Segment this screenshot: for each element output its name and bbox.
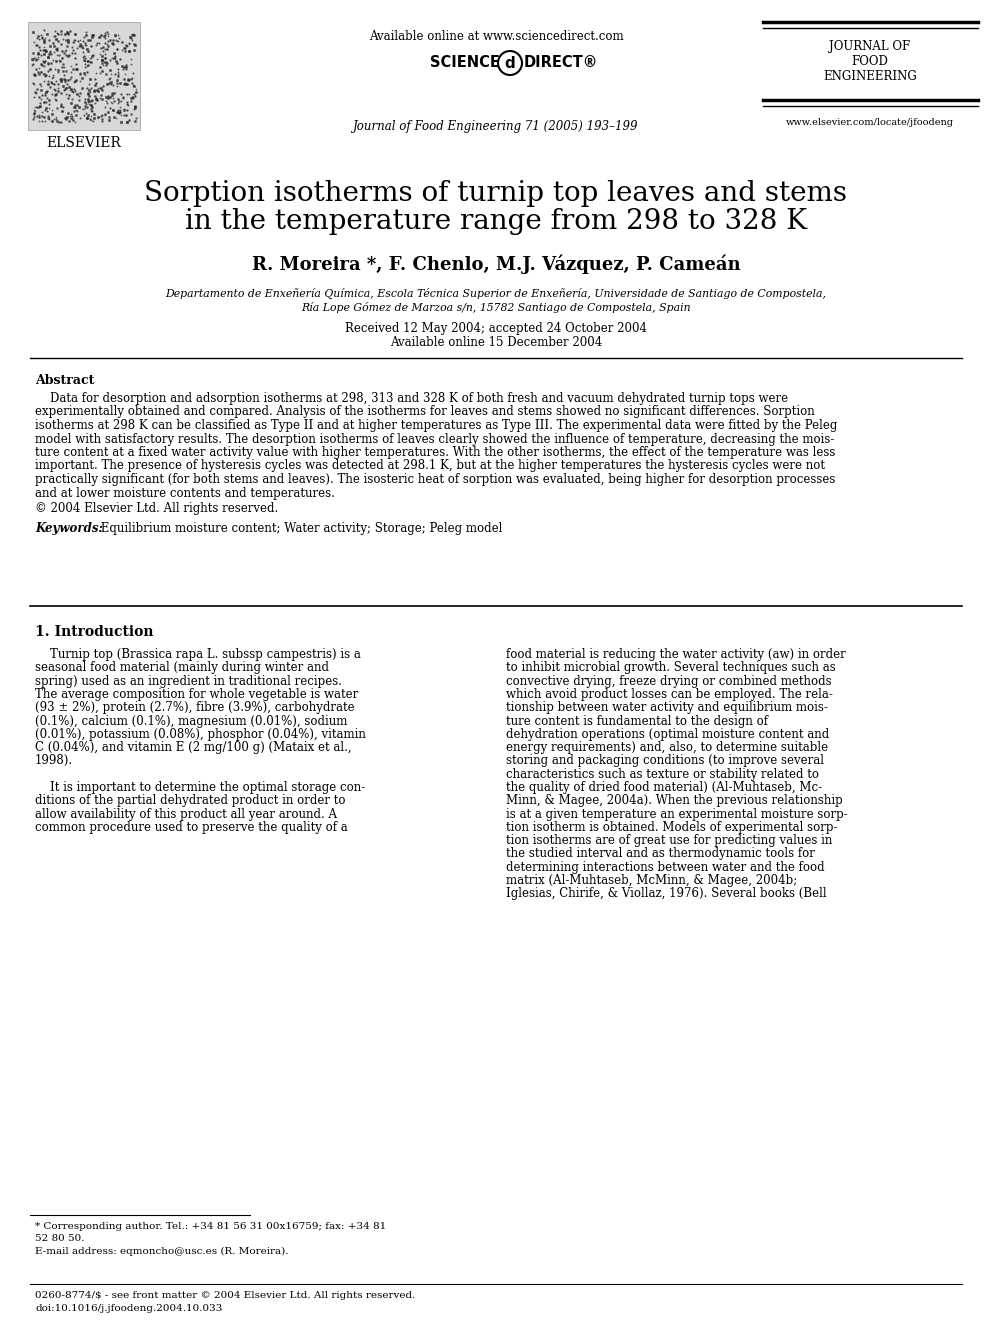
Text: important. The presence of hysteresis cycles was detected at 298.1 K, but at the: important. The presence of hysteresis cy… — [35, 459, 825, 472]
Text: C (0.04%), and vitamin E (2 mg/100 g) (Mataix et al.,: C (0.04%), and vitamin E (2 mg/100 g) (M… — [35, 741, 351, 754]
Text: matrix (Al-Muhtaseb, McMinn, & Magee, 2004b;: matrix (Al-Muhtaseb, McMinn, & Magee, 20… — [506, 875, 798, 888]
Text: Turnip top (Brassica rapa L. subssp campestris) is a: Turnip top (Brassica rapa L. subssp camp… — [35, 648, 361, 662]
Text: in the temperature range from 298 to 328 K: in the temperature range from 298 to 328… — [185, 208, 807, 235]
Text: (0.1%), calcium (0.1%), magnesium (0.01%), sodium: (0.1%), calcium (0.1%), magnesium (0.01%… — [35, 714, 347, 728]
Text: www.elsevier.com/locate/jfoodeng: www.elsevier.com/locate/jfoodeng — [786, 118, 954, 127]
Text: Data for desorption and adsorption isotherms at 298, 313 and 328 K of both fresh: Data for desorption and adsorption isoth… — [35, 392, 788, 405]
Text: Sorption isotherms of turnip top leaves and stems: Sorption isotherms of turnip top leaves … — [145, 180, 847, 206]
Text: ditions of the partial dehydrated product in order to: ditions of the partial dehydrated produc… — [35, 794, 345, 807]
Text: and at lower moisture contents and temperatures.: and at lower moisture contents and tempe… — [35, 487, 335, 500]
Text: E-mail address: eqmoncho@usc.es (R. Moreira).: E-mail address: eqmoncho@usc.es (R. More… — [35, 1248, 289, 1256]
Text: energy requirements) and, also, to determine suitable: energy requirements) and, also, to deter… — [506, 741, 828, 754]
Text: FOOD: FOOD — [851, 56, 889, 67]
Text: storing and packaging conditions (to improve several: storing and packaging conditions (to imp… — [506, 754, 824, 767]
Text: 0260-8774/$ - see front matter © 2004 Elsevier Ltd. All rights reserved.: 0260-8774/$ - see front matter © 2004 El… — [35, 1291, 416, 1301]
Text: Journal of Food Engineering 71 (2005) 193–199: Journal of Food Engineering 71 (2005) 19… — [353, 120, 639, 134]
Text: tion isotherm is obtained. Models of experimental sorp-: tion isotherm is obtained. Models of exp… — [506, 820, 837, 833]
Text: The average composition for whole vegetable is water: The average composition for whole vegeta… — [35, 688, 358, 701]
Text: (93 ± 2%), protein (2.7%), fibre (3.9%), carbohydrate: (93 ± 2%), protein (2.7%), fibre (3.9%),… — [35, 701, 354, 714]
Text: isotherms at 298 K can be classified as Type II and at higher temperatures as Ty: isotherms at 298 K can be classified as … — [35, 419, 837, 433]
Text: determining interactions between water and the food: determining interactions between water a… — [506, 861, 824, 873]
Text: which avoid product losses can be employed. The rela-: which avoid product losses can be employ… — [506, 688, 833, 701]
Text: It is important to determine the optimal storage con-: It is important to determine the optimal… — [35, 781, 365, 794]
Text: Departamento de Enxeñería Química, Escola Técnica Superior de Enxeñería, Univers: Departamento de Enxeñería Química, Escol… — [166, 288, 826, 299]
Text: ture content at a fixed water activity value with higher temperatures. With the : ture content at a fixed water activity v… — [35, 446, 835, 459]
Text: ENGINEERING: ENGINEERING — [823, 70, 917, 83]
Text: * Corresponding author. Tel.: +34 81 56 31 00x16759; fax: +34 81: * Corresponding author. Tel.: +34 81 56 … — [35, 1222, 386, 1230]
Text: is at a given temperature an experimental moisture sorp-: is at a given temperature an experimenta… — [506, 807, 848, 820]
Text: Minn, & Magee, 2004a). When the previous relationship: Minn, & Magee, 2004a). When the previous… — [506, 794, 843, 807]
Text: experimentally obtained and compared. Analysis of the isotherms for leaves and s: experimentally obtained and compared. An… — [35, 406, 814, 418]
Text: JOURNAL OF: JOURNAL OF — [829, 40, 911, 53]
Text: to inhibit microbial growth. Several techniques such as: to inhibit microbial growth. Several tec… — [506, 662, 835, 675]
Text: dehydration operations (optimal moisture content and: dehydration operations (optimal moisture… — [506, 728, 829, 741]
Text: Available online at www.sciencedirect.com: Available online at www.sciencedirect.co… — [369, 30, 623, 44]
Text: allow availability of this product all year around. A: allow availability of this product all y… — [35, 807, 337, 820]
Text: tionship between water activity and equilibrium mois-: tionship between water activity and equi… — [506, 701, 828, 714]
Text: ture content is fundamental to the design of: ture content is fundamental to the desig… — [506, 714, 768, 728]
Text: practically significant (for both stems and leaves). The isosteric heat of sorpt: practically significant (for both stems … — [35, 474, 835, 486]
Text: SCIENCE: SCIENCE — [430, 56, 500, 70]
Text: 1. Introduction: 1. Introduction — [35, 624, 154, 639]
Text: DIRECT®: DIRECT® — [524, 56, 598, 70]
Text: 1998).: 1998). — [35, 754, 73, 767]
Text: the quality of dried food material) (Al-Muhtaseb, Mc-: the quality of dried food material) (Al-… — [506, 781, 822, 794]
Text: R. Moreira *, F. Chenlo, M.J. Vázquez, P. Cameán: R. Moreira *, F. Chenlo, M.J. Vázquez, P… — [252, 255, 740, 274]
Text: (0.01%), potassium (0.08%), phosphor (0.04%), vitamin: (0.01%), potassium (0.08%), phosphor (0.… — [35, 728, 366, 741]
Text: the studied interval and as thermodynamic tools for: the studied interval and as thermodynami… — [506, 848, 814, 860]
Text: Keywords:: Keywords: — [35, 523, 103, 534]
Text: doi:10.1016/j.jfoodeng.2004.10.033: doi:10.1016/j.jfoodeng.2004.10.033 — [35, 1304, 222, 1312]
Text: Received 12 May 2004; accepted 24 October 2004: Received 12 May 2004; accepted 24 Octobe… — [345, 321, 647, 335]
Text: model with satisfactory results. The desorption isotherms of leaves clearly show: model with satisfactory results. The des… — [35, 433, 834, 446]
Text: food material is reducing the water activity (aw) in order: food material is reducing the water acti… — [506, 648, 846, 662]
Text: ELSEVIER: ELSEVIER — [47, 136, 121, 149]
Text: Iglesias, Chirife, & Viollaz, 1976). Several books (Bell: Iglesias, Chirife, & Viollaz, 1976). Sev… — [506, 888, 826, 901]
Text: Ría Lope Gómez de Marzoa s/n, 15782 Santiago de Compostela, Spain: Ría Lope Gómez de Marzoa s/n, 15782 Sant… — [302, 302, 690, 314]
Bar — [28, 22, 140, 130]
Text: d: d — [505, 56, 516, 71]
Text: © 2004 Elsevier Ltd. All rights reserved.: © 2004 Elsevier Ltd. All rights reserved… — [35, 501, 278, 515]
Text: Abstract: Abstract — [35, 374, 94, 388]
Text: tion isotherms are of great use for predicting values in: tion isotherms are of great use for pred… — [506, 835, 832, 847]
Text: seasonal food material (mainly during winter and: seasonal food material (mainly during wi… — [35, 662, 329, 675]
Text: common procedure used to preserve the quality of a: common procedure used to preserve the qu… — [35, 820, 348, 833]
Text: characteristics such as texture or stability related to: characteristics such as texture or stabi… — [506, 767, 819, 781]
Text: Equilibrium moisture content; Water activity; Storage; Peleg model: Equilibrium moisture content; Water acti… — [97, 523, 502, 534]
Text: Available online 15 December 2004: Available online 15 December 2004 — [390, 336, 602, 349]
Text: convective drying, freeze drying or combined methods: convective drying, freeze drying or comb… — [506, 675, 831, 688]
Text: spring) used as an ingredient in traditional recipes.: spring) used as an ingredient in traditi… — [35, 675, 342, 688]
Text: 52 80 50.: 52 80 50. — [35, 1234, 84, 1244]
